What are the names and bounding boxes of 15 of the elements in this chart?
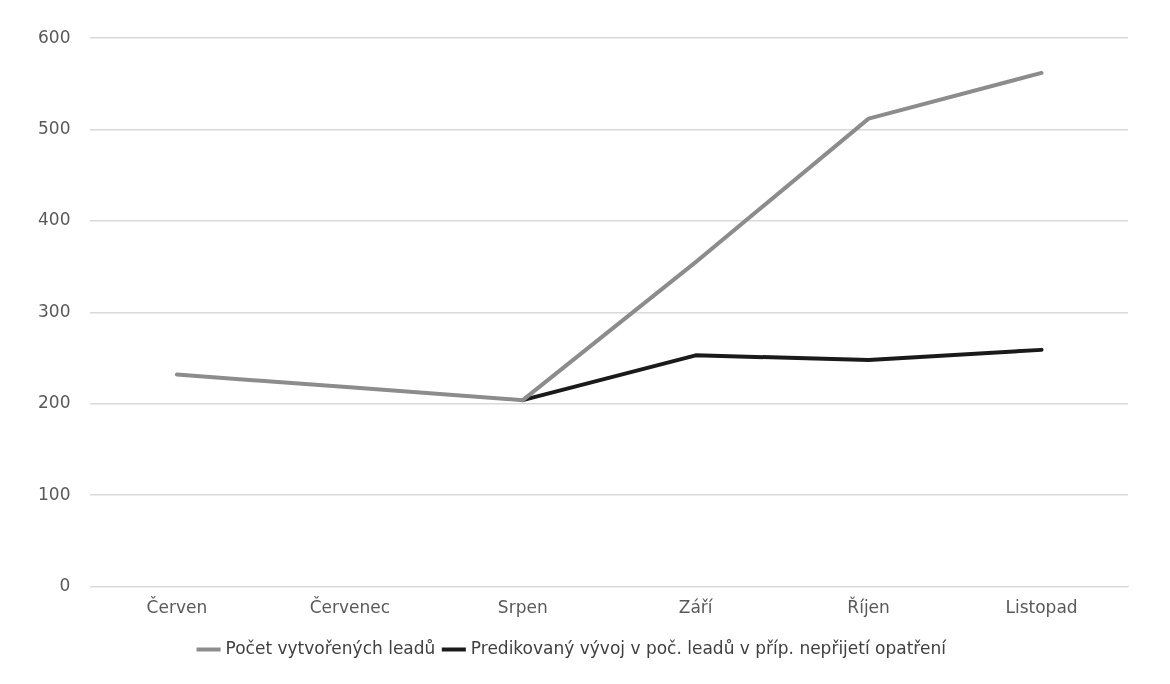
- y-tick-label: 300: [37, 300, 71, 321]
- y-tick-label: 600: [37, 26, 71, 47]
- legend-label: Počet vytvořených leadů: [225, 637, 436, 658]
- y-tick-label: 200: [37, 392, 71, 413]
- legend-label: Predikovaný vývoj v poč. leadů v příp. nepřijetí opatření: [470, 637, 948, 658]
- y-tick-label: 400: [37, 209, 71, 230]
- x-tick-label: Říjen: [847, 596, 890, 618]
- y-tick-label: 100: [37, 483, 71, 504]
- x-tick-label: Září: [678, 597, 714, 618]
- x-tick-label: Červenec: [309, 596, 391, 618]
- x-tick-label: Srpen: [497, 597, 548, 618]
- x-tick-label: Listopad: [1005, 597, 1078, 618]
- y-tick-label: 0: [59, 575, 71, 596]
- y-tick-label: 500: [37, 118, 71, 139]
- x-tick-label: Červen: [146, 596, 208, 618]
